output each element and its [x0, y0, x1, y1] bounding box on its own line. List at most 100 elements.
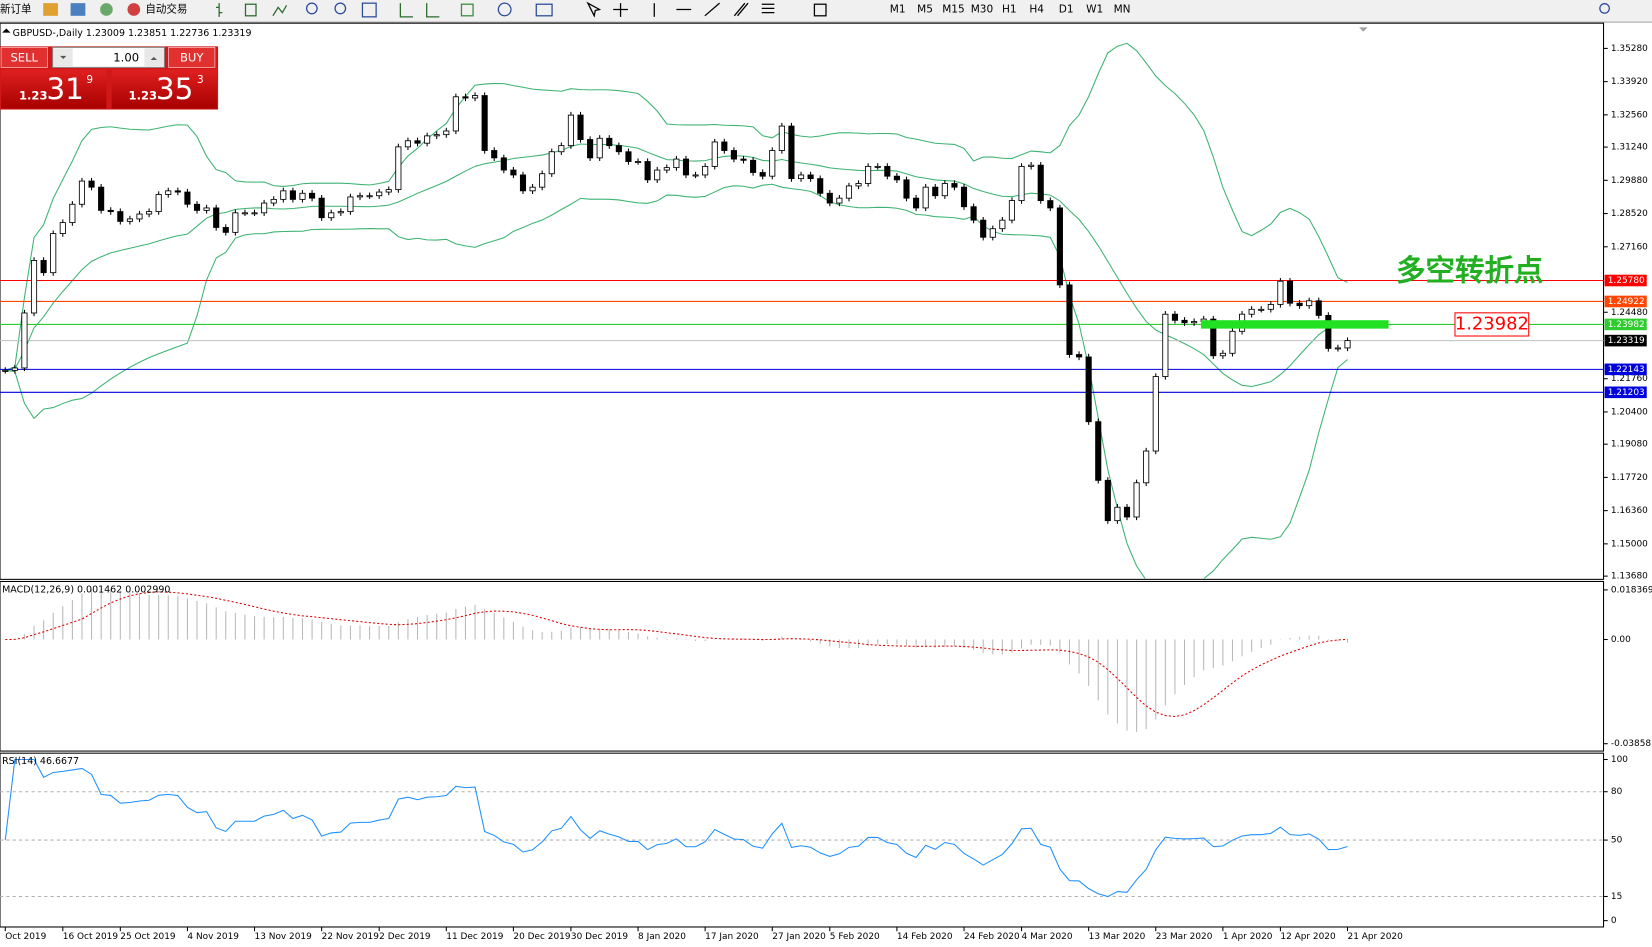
auto-trading-button[interactable]: 自动交易	[145, 2, 187, 15]
candle	[318, 197, 325, 219]
icon[interactable]	[215, 3, 223, 17]
candle	[711, 141, 718, 167]
candle	[1104, 479, 1111, 522]
x-tick-label: 21 Apr 2020	[1348, 932, 1404, 942]
icon[interactable]	[613, 3, 628, 17]
y-tick-label: 1.31240	[1611, 143, 1648, 153]
candle	[471, 95, 479, 99]
candle	[529, 186, 536, 192]
x-tick-label: 5 Feb 2020	[830, 932, 880, 942]
new-order-button[interactable]: 新订单	[0, 2, 32, 15]
candle	[759, 172, 766, 177]
candle	[625, 151, 632, 162]
icon[interactable]	[43, 3, 58, 16]
candle	[174, 190, 181, 193]
turning-zone	[1201, 320, 1389, 329]
x-tick-label: 14 Feb 2020	[897, 932, 953, 942]
candle	[88, 180, 95, 188]
sell-button[interactable]	[0, 47, 48, 68]
candle	[69, 203, 76, 224]
price-level-tag	[1604, 274, 1647, 287]
search-icon[interactable]	[1599, 3, 1610, 14]
price-level-tag	[1604, 334, 1647, 347]
timeframe-button[interactable]: D1	[1059, 3, 1074, 15]
icon[interactable]	[426, 3, 440, 18]
candle	[797, 174, 805, 180]
candle	[1123, 506, 1131, 518]
candle	[241, 212, 249, 215]
icon[interactable]	[586, 1, 602, 18]
timeframe-button[interactable]: M1	[890, 3, 906, 15]
icon[interactable]	[70, 3, 86, 16]
icon[interactable]	[497, 2, 512, 17]
buy-label: BUY	[180, 50, 204, 64]
timeframe-button[interactable]: W1	[1086, 3, 1103, 15]
candle	[414, 140, 421, 144]
candle	[203, 207, 210, 211]
buy-button[interactable]	[168, 47, 216, 68]
candle	[30, 260, 38, 314]
candle	[692, 174, 699, 177]
candle	[500, 157, 507, 171]
candle	[165, 190, 172, 195]
candle	[251, 212, 258, 215]
timeframe-button[interactable]: M15	[942, 3, 964, 15]
timeframe-button[interactable]: H4	[1029, 3, 1044, 15]
timeframe-button[interactable]: H1	[1002, 3, 1017, 15]
candle	[1095, 421, 1102, 481]
icon[interactable]	[535, 3, 553, 17]
toolbar-icons	[215, 1, 1610, 18]
collapse-arrow	[2, 28, 11, 33]
price-level-label: 1.24922	[1608, 297, 1645, 307]
y-tick-label: 1.35280	[1611, 44, 1648, 54]
candle	[126, 218, 133, 222]
lots-input[interactable]	[52, 46, 165, 68]
candle	[433, 134, 440, 137]
icon[interactable]	[272, 4, 288, 17]
icon[interactable]	[399, 3, 413, 18]
x-tick-label: 25 Oct 2019	[120, 932, 176, 942]
candle	[750, 159, 757, 173]
icon[interactable]	[334, 2, 347, 15]
icon[interactable]	[704, 2, 721, 17]
price-level-label: 1.22143	[1608, 365, 1645, 375]
buy-price-box[interactable]	[111, 69, 218, 109]
price-level-tag	[1604, 295, 1647, 308]
timeframe-button[interactable]: MN	[1114, 3, 1131, 15]
x-tick-label: 13 Nov 2019	[255, 932, 313, 942]
y-tick-label: 1.15000	[1611, 539, 1648, 549]
candle	[213, 207, 220, 228]
candle	[155, 194, 162, 213]
icon[interactable]	[361, 2, 377, 18]
candle	[1248, 308, 1255, 315]
timeframe-button[interactable]: M5	[917, 3, 933, 15]
price-level-tag	[1604, 318, 1647, 331]
candle	[519, 174, 527, 192]
candle	[1085, 356, 1092, 423]
candle	[117, 211, 124, 222]
icon[interactable]	[813, 3, 827, 17]
candle	[385, 189, 392, 193]
x-tick-label: Oct 2019	[5, 932, 46, 942]
candle	[577, 114, 584, 140]
candle	[366, 195, 373, 198]
candle	[193, 203, 201, 211]
icon[interactable]	[733, 2, 749, 17]
icon[interactable]	[127, 3, 141, 16]
icon[interactable]	[761, 3, 775, 14]
icon[interactable]	[244, 3, 257, 17]
candle	[424, 135, 431, 144]
candle	[1229, 330, 1236, 354]
icon[interactable]	[305, 2, 318, 15]
x-tick-label: 12 Apr 2020	[1280, 932, 1336, 942]
y-tick-label: 0.00	[1611, 635, 1631, 645]
candle	[1277, 280, 1284, 305]
x-tick-label: 8 Jan 2020	[638, 932, 686, 942]
candle	[136, 213, 143, 220]
sell-price-box[interactable]	[1, 69, 107, 109]
timeframe-button[interactable]: M30	[971, 3, 993, 15]
icon[interactable]	[100, 3, 113, 16]
candle	[1325, 315, 1332, 349]
icon[interactable]	[460, 3, 474, 17]
candle	[146, 211, 153, 215]
